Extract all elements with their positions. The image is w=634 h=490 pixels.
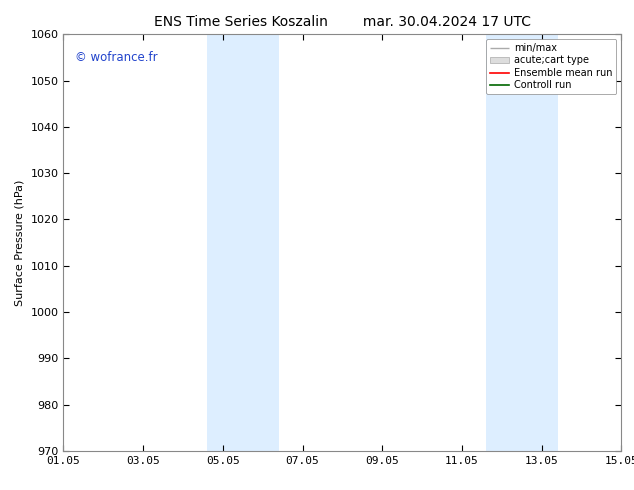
Text: © wofrance.fr: © wofrance.fr [75,51,157,64]
Bar [486,34,557,451]
Legend: min/max, acute;cart type, Ensemble mean run, Controll run: min/max, acute;cart type, Ensemble mean … [486,39,616,94]
Y-axis label: Surface Pressure (hPa): Surface Pressure (hPa) [15,179,25,306]
Bar [207,34,278,451]
Title: ENS Time Series Koszalin        mar. 30.04.2024 17 UTC: ENS Time Series Koszalin mar. 30.04.2024… [154,15,531,29]
